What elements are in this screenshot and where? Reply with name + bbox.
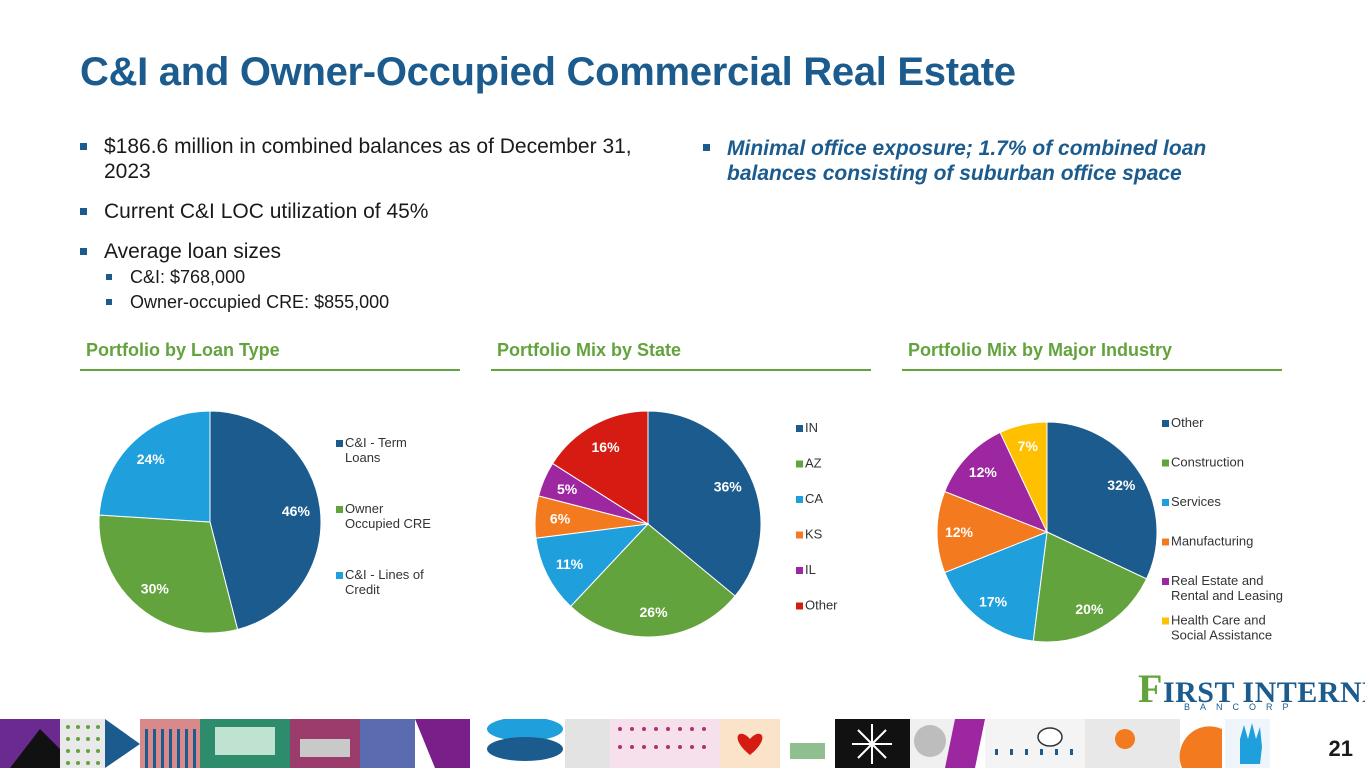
slice-data-label: 5% xyxy=(557,481,578,497)
legend-label: KS xyxy=(805,527,823,542)
legend-label: C&I - Term xyxy=(345,435,407,450)
legend-label: Other xyxy=(1171,415,1204,430)
section-title-loan-type: Portfolio by Loan Type xyxy=(80,340,460,371)
slice-data-label: 32% xyxy=(1107,477,1136,493)
slice-data-label: 17% xyxy=(979,594,1008,610)
legend-label: Construction xyxy=(1171,455,1244,470)
slice-data-label: 16% xyxy=(592,439,621,455)
legend-label: IL xyxy=(805,562,816,577)
legend-swatch xyxy=(796,496,803,503)
legend-label: C&I - Lines of xyxy=(345,567,424,582)
pie-slice xyxy=(98,514,239,634)
legend-swatch xyxy=(796,460,803,468)
pie-slice xyxy=(209,410,322,631)
page-title: C&I and Owner-Occupied Commercial Real E… xyxy=(80,50,1016,94)
legend-label: AZ xyxy=(805,456,822,471)
legend-label: IN xyxy=(805,420,818,435)
slice-data-label: 6% xyxy=(550,510,571,526)
logo-initial: F xyxy=(1138,666,1163,711)
bullet-average-loan-sizes: Average loan sizes xyxy=(80,239,680,264)
office-exposure-callout: Minimal office exposure; 1.7% of combine… xyxy=(703,136,1297,186)
pie-slice xyxy=(936,490,1049,574)
slice-data-label: 11% xyxy=(556,556,584,572)
slice-data-label: 26% xyxy=(640,604,669,620)
slice-data-label: 24% xyxy=(137,451,166,467)
pie-slice xyxy=(535,523,650,608)
pie-slice xyxy=(1032,531,1148,643)
bullet-loc-utilization: Current C&I LOC utilization of 45% xyxy=(80,199,680,224)
legend-swatch xyxy=(796,602,803,610)
pie-slice xyxy=(944,531,1048,642)
legend-label: Services xyxy=(1171,494,1221,509)
slice-data-label: 12% xyxy=(969,464,998,480)
slice-data-label: 36% xyxy=(714,478,743,494)
section-title-state: Portfolio Mix by State xyxy=(491,340,871,371)
logo-wordmark: IRST INTERNET xyxy=(1162,676,1365,709)
sub-bullet-ci-average: C&I: $768,000 xyxy=(106,266,680,288)
slice-data-label: 20% xyxy=(1075,601,1104,617)
legend-label: Health Care and xyxy=(1171,613,1266,628)
legend-label: Real Estate and xyxy=(1171,573,1264,588)
legend-swatch xyxy=(336,572,343,579)
section-title-industry: Portfolio Mix by Major Industry xyxy=(902,340,1282,371)
pie-slice xyxy=(98,410,211,523)
legend-label: Occupied CRE xyxy=(345,516,431,531)
key-points-list: $186.6 million in combined balances as o… xyxy=(80,134,680,316)
slice-data-label: 46% xyxy=(282,503,311,519)
bullet-combined-balances: $186.6 million in combined balances as o… xyxy=(80,134,680,184)
legend-label: Manufacturing xyxy=(1171,534,1253,549)
legend-swatch xyxy=(1162,617,1169,625)
legend-swatch xyxy=(1162,578,1169,585)
pie-slice xyxy=(647,410,762,597)
legend-swatch xyxy=(336,440,343,447)
pie-slice xyxy=(569,523,736,638)
legend-label: Other xyxy=(805,598,838,613)
legend-swatch xyxy=(1162,420,1169,427)
legend-label: Credit xyxy=(345,582,380,597)
pie-slice xyxy=(999,421,1048,533)
pie-slice xyxy=(551,410,649,525)
page-number: 21 xyxy=(1324,736,1357,762)
legend-swatch xyxy=(1162,499,1169,506)
legend-label: Social Assistance xyxy=(1171,628,1272,643)
slice-data-label: 12% xyxy=(945,524,974,540)
legend-label: Rental and Leasing xyxy=(1171,588,1283,603)
slice-data-label: 7% xyxy=(1018,438,1039,454)
legend-swatch xyxy=(336,506,343,513)
legend-swatch xyxy=(796,531,803,539)
pie-slice xyxy=(1046,421,1158,580)
decorative-banner xyxy=(0,719,1365,768)
sub-bullet-cre-average: Owner-occupied CRE: $855,000 xyxy=(106,291,680,313)
slice-data-label: 30% xyxy=(141,581,170,597)
first-internet-bancorp-logo: FIRST INTERNET BANCORP xyxy=(1138,669,1365,714)
legend-swatch xyxy=(796,567,803,574)
logo-subtext: BANCORP xyxy=(1184,702,1299,712)
legend-label: Owner xyxy=(345,501,384,516)
legend-label: Loans xyxy=(345,450,381,465)
pie-slice xyxy=(944,431,1048,533)
legend-swatch xyxy=(796,425,803,432)
legend-swatch xyxy=(1162,459,1169,467)
legend-label: CA xyxy=(805,491,823,506)
legend-swatch xyxy=(1162,538,1169,546)
